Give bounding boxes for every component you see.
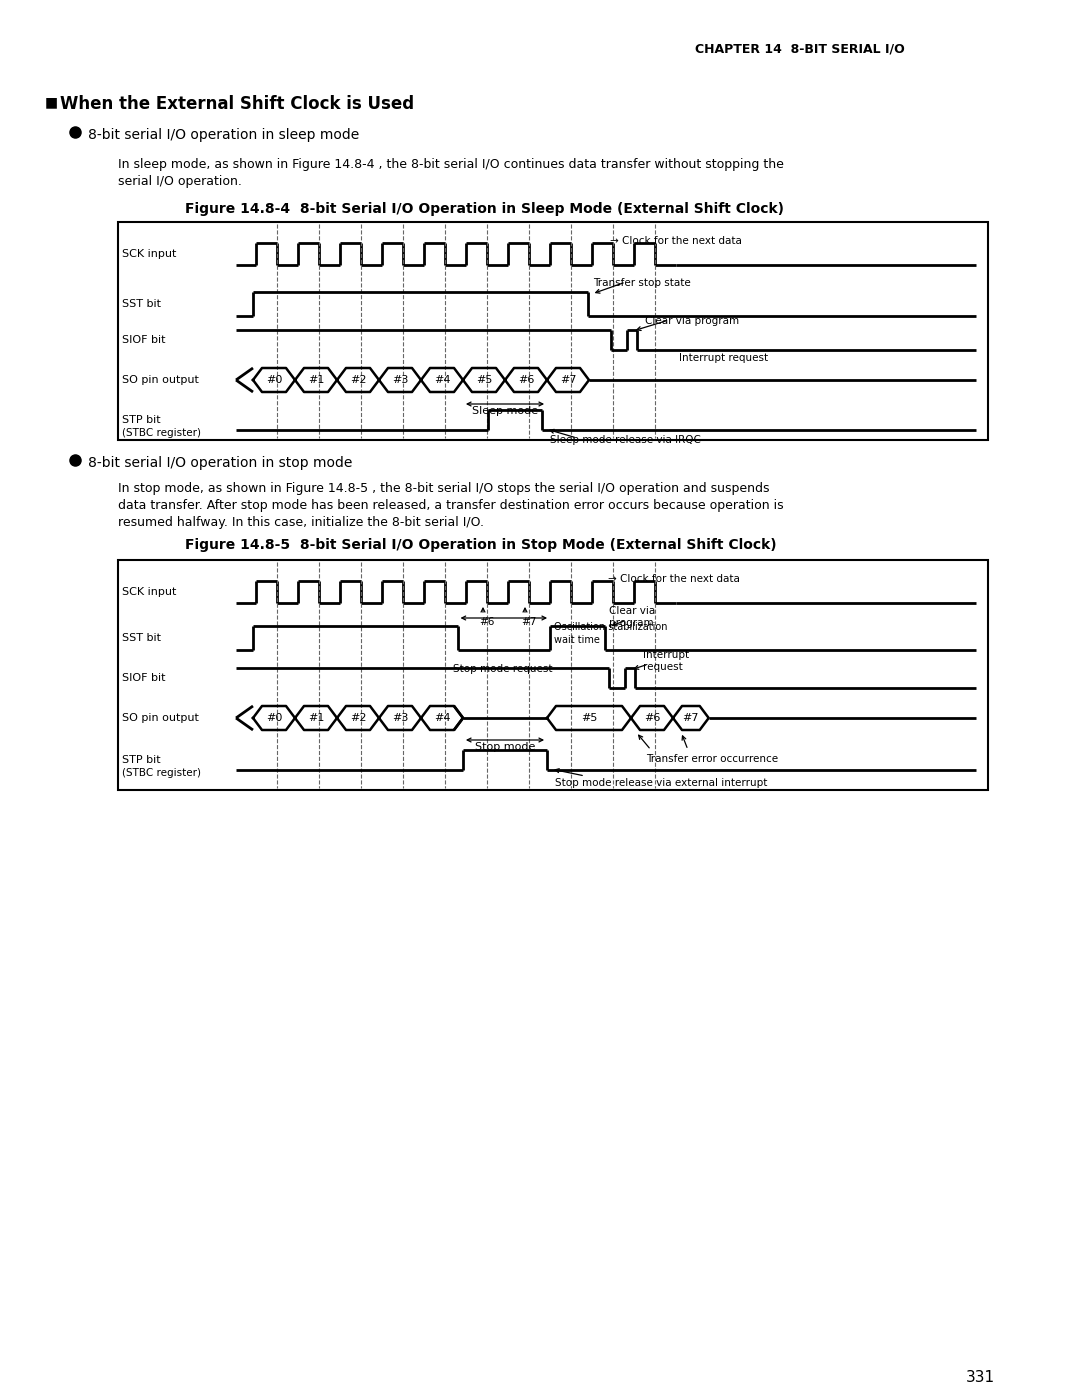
Text: When the External Shift Clock is Used: When the External Shift Clock is Used [60, 95, 414, 113]
Text: SCK input: SCK input [122, 249, 176, 258]
Text: Transfer error occurrence: Transfer error occurrence [646, 754, 778, 764]
Text: serial I/O operation.: serial I/O operation. [118, 175, 242, 189]
Text: Stop mode request: Stop mode request [454, 664, 553, 673]
Text: #4: #4 [434, 712, 450, 724]
Text: Stop mode release via external interrupt: Stop mode release via external interrupt [555, 778, 768, 788]
Text: CHAPTER 14  8-BIT SERIAL I/O: CHAPTER 14 8-BIT SERIAL I/O [696, 42, 905, 54]
Text: Transfer stop state: Transfer stop state [593, 278, 690, 288]
Bar [118, 560, 988, 789]
Text: #6: #6 [517, 374, 535, 386]
Bar [118, 222, 988, 440]
Text: STP bit: STP bit [122, 754, 161, 766]
Text: #4: #4 [434, 374, 450, 386]
Text: (STBC register): (STBC register) [122, 768, 201, 778]
Text: (STBC register): (STBC register) [122, 427, 201, 439]
Text: program: program [609, 617, 653, 629]
Text: request: request [643, 662, 683, 672]
Text: data transfer. After stop mode has been released, a transfer destination error o: data transfer. After stop mode has been … [118, 499, 784, 511]
Text: #5: #5 [581, 712, 597, 724]
Text: Stop mode: Stop mode [475, 742, 536, 752]
Text: Sleep mode release via IRQC: Sleep mode release via IRQC [550, 434, 701, 446]
Text: #7: #7 [683, 712, 699, 724]
Text: #3: #3 [392, 712, 408, 724]
Text: Interrupt: Interrupt [643, 650, 689, 659]
Text: 8-bit serial I/O operation in sleep mode: 8-bit serial I/O operation in sleep mode [87, 129, 360, 142]
Text: #6: #6 [480, 617, 495, 627]
Text: Interrupt request: Interrupt request [679, 353, 768, 363]
Text: Clear via program: Clear via program [645, 316, 739, 326]
Text: 331: 331 [966, 1370, 995, 1384]
Text: resumed halfway. In this case, initialize the 8-bit serial I/O.: resumed halfway. In this case, initializ… [118, 515, 484, 529]
Text: Sleep mode: Sleep mode [472, 407, 538, 416]
Text: #1: #1 [308, 712, 324, 724]
Text: #1: #1 [308, 374, 324, 386]
Text: In sleep mode, as shown in Figure 14.8-4 , the 8-bit serial I/O continues data t: In sleep mode, as shown in Figure 14.8-4… [118, 158, 784, 170]
Text: SCK input: SCK input [122, 587, 176, 597]
Text: #7: #7 [521, 617, 537, 627]
Text: → Clock for the next data: → Clock for the next data [608, 574, 740, 584]
Text: Oscillation stabilization: Oscillation stabilization [554, 622, 667, 631]
Text: ■: ■ [45, 95, 58, 109]
Text: SO pin output: SO pin output [122, 712, 199, 724]
Text: SST bit: SST bit [122, 633, 161, 643]
Text: SST bit: SST bit [122, 299, 161, 309]
Text: #2: #2 [350, 374, 366, 386]
Text: SIOF bit: SIOF bit [122, 335, 165, 345]
Text: Clear via: Clear via [609, 606, 654, 616]
Text: #6: #6 [644, 712, 660, 724]
Text: SIOF bit: SIOF bit [122, 673, 165, 683]
Text: → Clock for the next data: → Clock for the next data [610, 236, 742, 246]
Text: #0: #0 [266, 712, 282, 724]
Text: Figure 14.8-5  8-bit Serial I/O Operation in Stop Mode (External Shift Clock): Figure 14.8-5 8-bit Serial I/O Operation… [185, 538, 777, 552]
Text: 8-bit serial I/O operation in stop mode: 8-bit serial I/O operation in stop mode [87, 455, 352, 469]
Text: In stop mode, as shown in Figure 14.8-5 , the 8-bit serial I/O stops the serial : In stop mode, as shown in Figure 14.8-5 … [118, 482, 769, 495]
Text: SO pin output: SO pin output [122, 374, 199, 386]
Text: #7: #7 [559, 374, 577, 386]
Text: #2: #2 [350, 712, 366, 724]
Text: wait time: wait time [554, 636, 599, 645]
Text: #0: #0 [266, 374, 282, 386]
Text: #3: #3 [392, 374, 408, 386]
Text: STP bit: STP bit [122, 415, 161, 425]
Text: #5: #5 [476, 374, 492, 386]
Text: Figure 14.8-4  8-bit Serial I/O Operation in Sleep Mode (External Shift Clock): Figure 14.8-4 8-bit Serial I/O Operation… [185, 203, 784, 217]
